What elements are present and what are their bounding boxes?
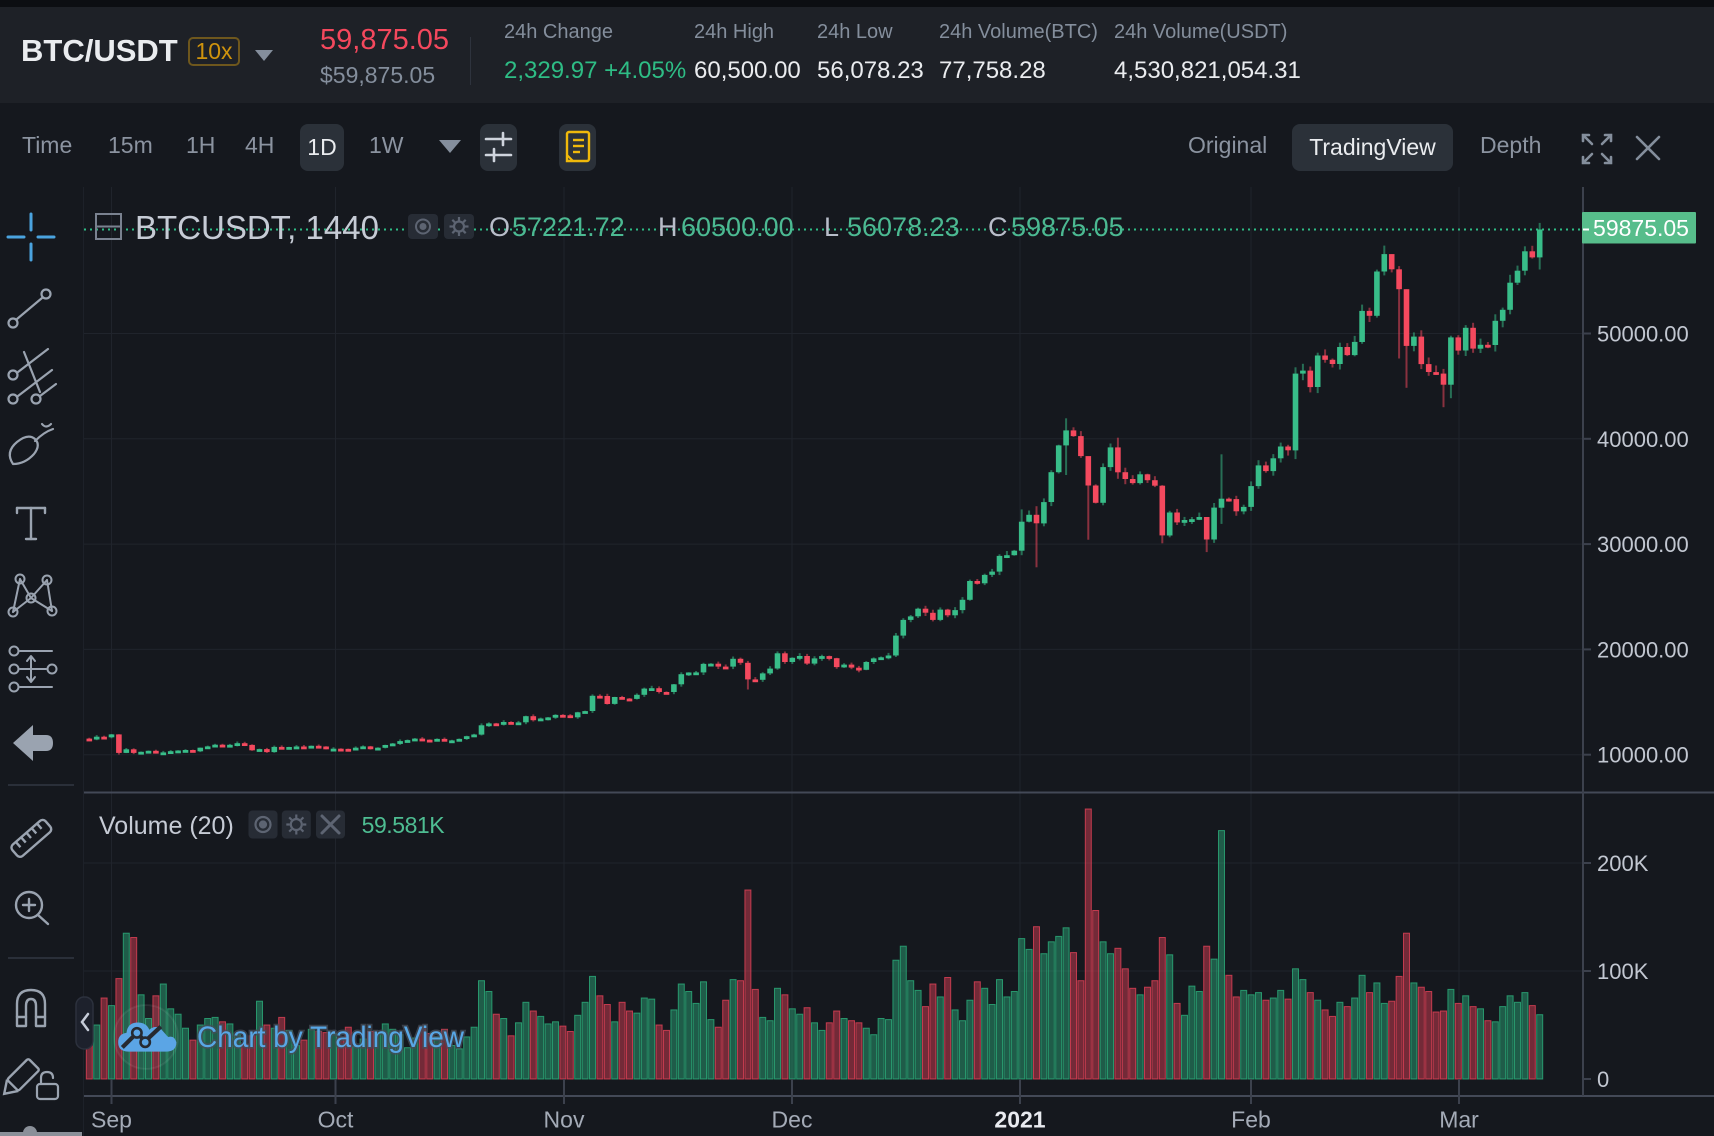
svg-text:2021: 2021 [994,1107,1045,1133]
svg-text:59.581K: 59.581K [362,812,446,838]
svg-text:100K: 100K [1597,959,1649,984]
svg-text:Mar: Mar [1439,1107,1479,1133]
svg-text:57221.72: 57221.72 [512,212,625,242]
svg-text:50000.00: 50000.00 [1597,322,1689,347]
svg-text:Feb: Feb [1231,1107,1271,1133]
svg-text:60500.00: 60500.00 [681,212,794,242]
svg-text:10000.00: 10000.00 [1597,743,1689,768]
svg-text:C: C [988,212,1008,242]
svg-text:200K: 200K [1597,851,1649,876]
svg-text:L: L [824,212,839,242]
svg-text:Chart by TradingView: Chart by TradingView [197,1021,464,1054]
svg-text:40000.00: 40000.00 [1597,427,1689,452]
svg-text:59875.05: 59875.05 [1011,212,1124,242]
svg-text:O: O [489,212,510,242]
svg-text:H: H [658,212,678,242]
svg-text:Oct: Oct [318,1107,354,1133]
svg-text:59875.05: 59875.05 [1593,215,1689,241]
svg-text:Volume (20): Volume (20) [99,812,234,840]
svg-text:Dec: Dec [772,1107,813,1133]
svg-text:20000.00: 20000.00 [1597,637,1689,662]
svg-text:Sep: Sep [91,1107,132,1133]
svg-text:Nov: Nov [544,1107,585,1133]
svg-text:0: 0 [1597,1067,1609,1092]
svg-text:56078.23: 56078.23 [847,212,960,242]
svg-text:30000.00: 30000.00 [1597,532,1689,557]
svg-text:BTCUSDT, 1440: BTCUSDT, 1440 [135,209,379,246]
